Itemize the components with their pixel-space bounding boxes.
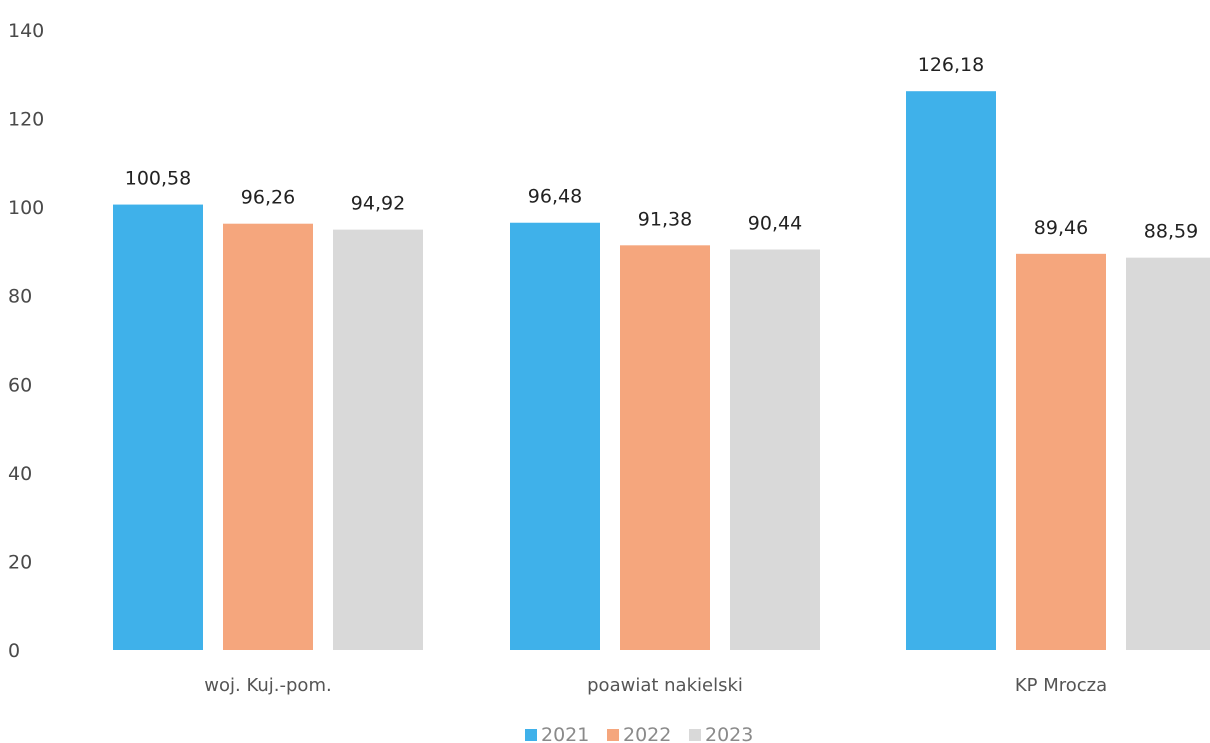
data-label: 91,38 — [638, 208, 692, 230]
bar-2022 — [620, 245, 710, 650]
legend-swatch — [689, 729, 701, 741]
data-label: 96,26 — [241, 187, 295, 209]
data-label: 126,18 — [918, 54, 984, 76]
legend-label: 2022 — [623, 724, 671, 743]
data-label: 100,58 — [125, 168, 191, 190]
y-tick-label: 120 — [8, 109, 44, 131]
y-tick-label: 20 — [8, 551, 32, 573]
bar-2021 — [510, 222, 600, 650]
y-tick-label: 100 — [8, 197, 44, 219]
x-category-label: poawiat nakielski — [587, 675, 743, 696]
bar-2022 — [223, 223, 313, 650]
bar-2023 — [333, 229, 423, 650]
x-category-label: KP Mrocza — [1015, 675, 1107, 696]
bars — [113, 91, 1210, 651]
y-tick-label: 40 — [8, 463, 32, 485]
data-labels: 100,58 96,26 94,92 96,48 91,38 90,44 126,18 89,… — [125, 54, 1198, 242]
bar-2022 — [1016, 253, 1106, 650]
legend-swatch — [607, 729, 619, 741]
bar-2023 — [730, 249, 820, 651]
y-tick-label: 0 — [8, 640, 20, 662]
legend: 2021 2022 2023 — [525, 724, 753, 743]
data-label: 94,92 — [351, 193, 405, 215]
y-tick-label: 60 — [8, 374, 32, 396]
x-axis: woj. Kuj.-pom. poawiat nakielski KP Mrocza — [204, 675, 1107, 696]
y-tick-label: 80 — [8, 286, 32, 308]
x-category-label: woj. Kuj.-pom. — [204, 675, 331, 696]
bar-2021 — [906, 91, 996, 650]
legend-label: 2023 — [705, 724, 753, 743]
legend-swatch — [525, 729, 537, 741]
legend-label: 2021 — [541, 724, 589, 743]
bar-2023 — [1126, 257, 1210, 650]
y-axis: 0 20 40 60 80 100 120 140 — [8, 20, 44, 662]
y-tick-label: 140 — [8, 20, 44, 42]
data-label: 88,59 — [1144, 221, 1198, 243]
bar-2021 — [113, 204, 203, 650]
data-label: 89,46 — [1034, 217, 1088, 239]
data-label: 90,44 — [748, 212, 802, 234]
data-label: 96,48 — [528, 186, 582, 208]
